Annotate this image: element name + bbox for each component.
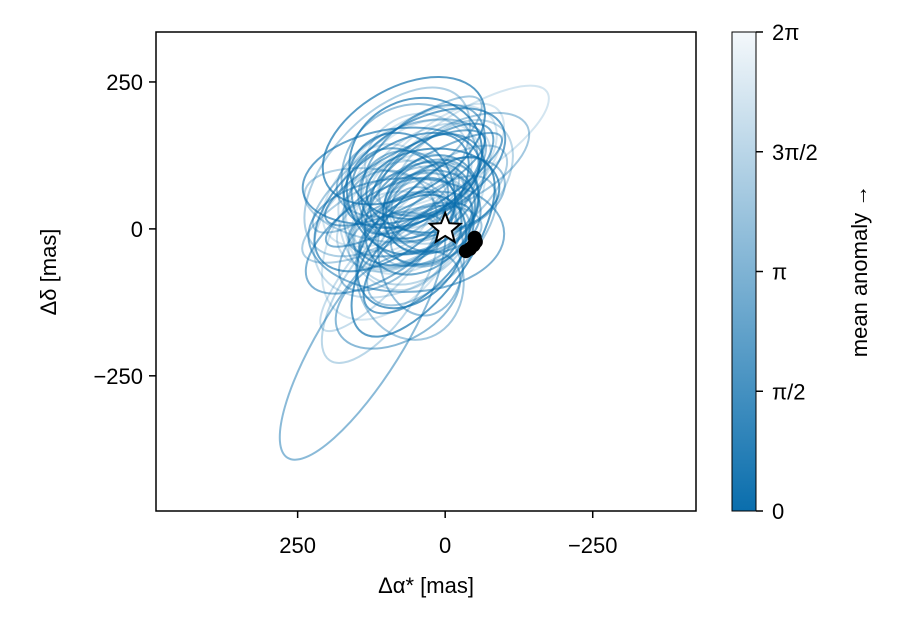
orbit-path [319,172,465,333]
x-tick-label: 0 [439,533,451,558]
orbit-path [357,204,483,267]
colorbar-tick-label: 0 [772,499,784,524]
orbit-path [307,177,506,293]
x-axis: 250 0 −250 [279,511,618,558]
colorbar-tick-label: π [772,260,787,285]
y-tick-label: 250 [106,70,143,95]
orbit-path [350,147,463,266]
orbit-path [356,193,468,310]
colorbar-title: mean anomaly → [847,185,872,357]
orbit-path [365,147,501,234]
x-axis-title: Δα* [mas] [378,573,474,598]
orbit-path [347,178,463,273]
orbit-path [369,133,486,243]
orbit-path [343,119,487,275]
orbit-path [321,76,486,206]
colorbar-gradient [731,31,757,512]
orbit-path [345,131,457,256]
orbit-path [338,190,446,292]
x-tick-label: 250 [279,533,316,558]
observation-point [458,244,473,259]
orbit-path [342,107,507,229]
orbit-path [278,214,447,461]
orbit-path [301,126,481,226]
orbit-path [340,102,480,240]
orbit-path [313,131,470,273]
colorbar-tick-label: 3π/2 [772,140,818,165]
orbit-path [321,152,467,321]
orbit-path [366,174,498,307]
orbit-path [347,190,474,258]
orbit-path [335,118,488,218]
orbit-path [311,95,483,234]
colorbar-tick-label: 2π [772,20,799,45]
orbit-layer [278,76,550,461]
orbit-path [303,86,471,258]
colorbar-ticks: 0 π/2 π 3π/2 2π [756,20,818,524]
y-tick-label: 0 [131,217,143,242]
orbit-path [375,84,550,209]
host-star-marker [427,210,463,244]
plot-frame [155,31,697,512]
orbit-path [363,161,476,276]
orbit-path [363,112,473,218]
orbit-path [303,167,458,244]
orbit-path [344,158,435,253]
x-tick-label: −250 [568,533,618,558]
marker-layer [427,210,483,259]
orbit-path [324,129,486,227]
y-axis-title: Δδ [mas] [36,229,61,316]
y-axis: 250 0 −250 [93,70,156,389]
colorbar-tick-label: π/2 [772,379,806,404]
orbit-path [324,131,504,248]
y-tick-label: −250 [93,364,143,389]
orbit-path [382,154,481,256]
